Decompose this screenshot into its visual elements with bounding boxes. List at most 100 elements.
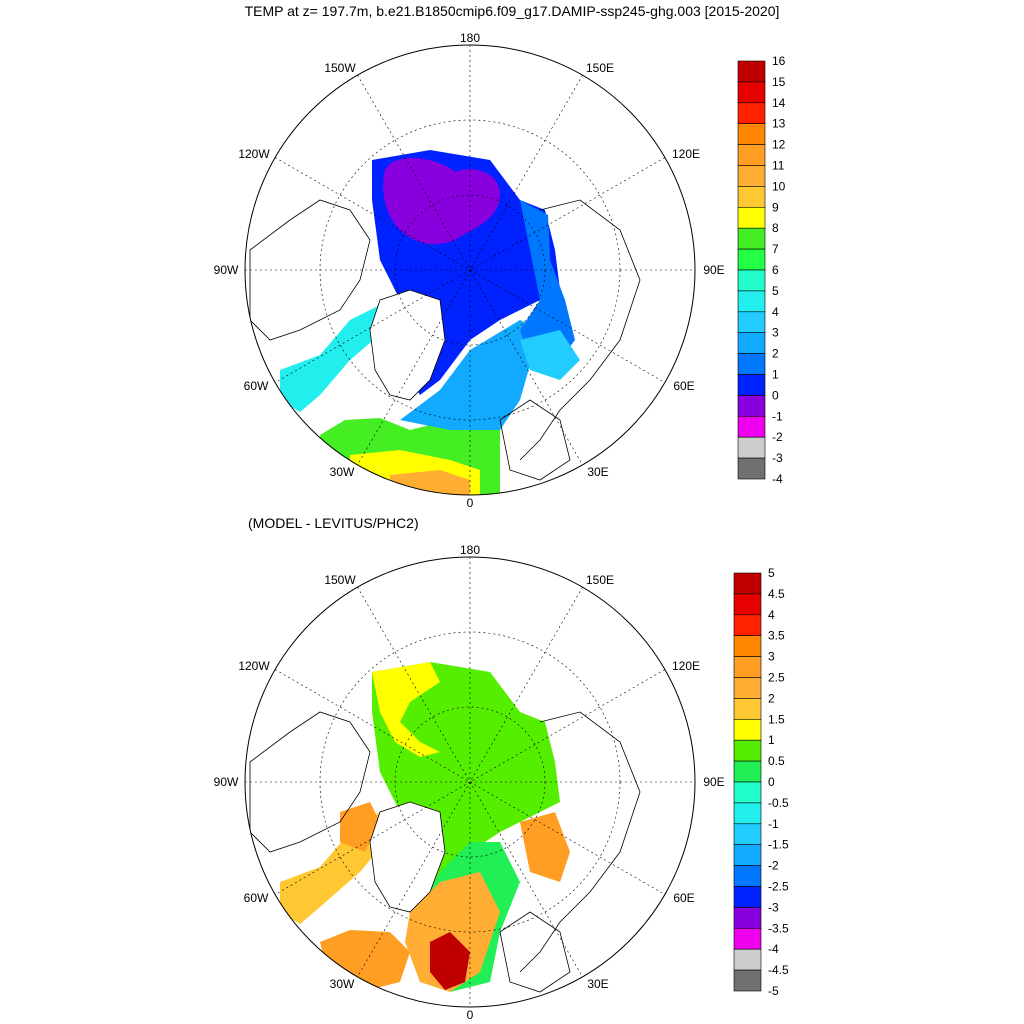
top-colorbar-label: -3	[772, 451, 783, 465]
top-field-labrador	[280, 305, 385, 412]
top-colorbar-label: -2	[772, 430, 783, 444]
top-colorbar-label: 10	[772, 179, 786, 193]
top-colorbar-swatch	[737, 353, 766, 375]
bottom-colorbar-swatch	[733, 593, 762, 616]
top-colorbar-swatch	[737, 290, 766, 313]
top-field-siberian-shelf	[520, 200, 575, 360]
bottom-siberia-coast	[519, 711, 641, 973]
bottom-colorbar-label: 5	[768, 566, 775, 580]
top-colorbar-label: -4	[772, 472, 783, 486]
top-colorbar-label: 2	[772, 347, 779, 361]
top-colorbar-swatch	[737, 269, 766, 292]
bottom-colorbar-label: 0.5	[768, 754, 785, 768]
top-colorbar-swatch	[737, 102, 766, 125]
top-colorbar-label: 16	[772, 54, 786, 68]
bottom-colorbar-swatch	[733, 927, 762, 950]
bottom-label-180: 180	[460, 543, 480, 557]
top-colorbar-swatch	[737, 207, 766, 229]
bottom-colorbar-swatch	[733, 677, 762, 699]
bottom-colorbar-swatch	[733, 656, 762, 678]
top-colorbar-label: 8	[772, 221, 779, 235]
top-colorbar-label: 1	[772, 368, 779, 382]
top-colorbar-swatch	[737, 165, 766, 187]
top-colorbar-swatch	[737, 248, 766, 271]
bottom-label-90w: 90W	[214, 775, 239, 789]
bottom-colorbar-label: -3	[768, 900, 779, 914]
top-colorbar-label: 13	[772, 117, 786, 131]
bottom-label-150e: 150E	[586, 573, 614, 587]
bottom-grid	[245, 557, 695, 1007]
bottom-map-panel: 180 150E 120E 90E 60E 30E 0 30W 60W 90W …	[0, 512, 1024, 1024]
bottom-colorbar-swatch	[733, 969, 762, 992]
bottom-label-60w: 60W	[244, 891, 269, 905]
top-colorbar-swatch	[737, 374, 766, 396]
top-label-180: 180	[460, 31, 480, 45]
bottom-colorbar-swatch	[733, 844, 762, 866]
top-colorbar-swatch	[737, 60, 766, 83]
top-greenland	[369, 289, 446, 401]
bottom-colorbar-swatch	[733, 739, 762, 762]
bottom-colorbar-label: -3.5	[768, 921, 789, 935]
bottom-colorbar-label: 3.5	[768, 629, 785, 643]
bottom-label-120w: 120W	[238, 659, 270, 673]
bottom-label-0: 0	[467, 1008, 474, 1022]
top-siberia-coast	[519, 199, 641, 461]
bottom-colorbar-label: -0.5	[768, 796, 789, 810]
top-colorbar-swatch	[737, 395, 766, 417]
bottom-canada-coast	[249, 711, 371, 853]
bottom-colorbar-label: 2	[768, 691, 775, 705]
bottom-colorbar: 5 4.5 4 3.5 3 2.5 2 1.5 1 0.5 0 -0.5 -1 -1.5 -2 -2.5 -3 -…	[733, 566, 789, 998]
bottom-field-hot-core	[430, 932, 470, 990]
bottom-greenland	[369, 801, 446, 913]
bottom-colorbar-label: -5	[768, 984, 779, 998]
top-scandinavia	[499, 399, 571, 481]
bottom-colorbar-swatch	[733, 886, 762, 908]
top-colorbar-label: 12	[772, 138, 786, 152]
bottom-scandinavia	[499, 911, 571, 993]
bottom-colorbar-swatch	[733, 719, 762, 741]
bottom-colorbar-swatch	[733, 572, 762, 595]
top-colorbar-label: 7	[772, 242, 779, 256]
bottom-label-90e: 90E	[703, 775, 724, 789]
bottom-colorbar-label: -4	[768, 942, 779, 956]
top-label-150e: 150E	[586, 61, 614, 75]
top-colorbar-label: 6	[772, 263, 779, 277]
bottom-colorbar-label: -1	[768, 817, 779, 831]
top-grid	[245, 45, 695, 495]
top-field-kara-sea	[520, 330, 580, 380]
top-label-120w: 120W	[238, 147, 270, 161]
bottom-colorbar-label: 1.5	[768, 712, 785, 726]
top-colorbar-label: 9	[772, 200, 779, 214]
bottom-colorbar-swatch	[733, 907, 762, 929]
top-map-panel: 180 150E 120E 90E 60E 30E 0 30W 60W 90W …	[214, 31, 786, 510]
bottom-colorbar-label: 4	[768, 608, 775, 622]
top-label-60w: 60W	[244, 379, 269, 393]
top-colorbar-label: -1	[772, 409, 783, 423]
top-label-90e: 90E	[703, 263, 724, 277]
bottom-colorbar-label: 0	[768, 775, 775, 789]
bottom-colorbar-swatch	[733, 865, 762, 887]
bottom-colorbar-swatch	[733, 698, 762, 720]
top-colorbar-swatch	[737, 436, 766, 459]
bottom-colorbar-label: -4.5	[768, 963, 789, 977]
bottom-field-kara-sea	[520, 812, 570, 882]
top-colorbar-swatch	[737, 81, 766, 104]
bottom-colorbar-swatch	[733, 614, 762, 637]
top-colorbar-label: 14	[772, 96, 786, 110]
bottom-colorbar-swatch	[733, 635, 762, 657]
bottom-colorbar-label: 1	[768, 733, 775, 747]
top-colorbar-label: 0	[772, 388, 779, 402]
bottom-colorbar-swatch	[733, 760, 762, 783]
bottom-colorbar-swatch	[733, 781, 762, 804]
bottom-label-30e: 30E	[587, 977, 608, 991]
top-label-30w: 30W	[330, 465, 355, 479]
top-label-150w: 150W	[324, 61, 356, 75]
top-colorbar-label: 11	[772, 159, 785, 173]
top-label-120e: 120E	[672, 147, 700, 161]
top-colorbar-swatch	[737, 415, 766, 438]
top-colorbar-swatch	[737, 332, 766, 354]
bottom-colorbar-label: -2	[768, 859, 779, 873]
bottom-label-30w: 30W	[330, 977, 355, 991]
bottom-colorbar-swatch	[733, 802, 762, 825]
